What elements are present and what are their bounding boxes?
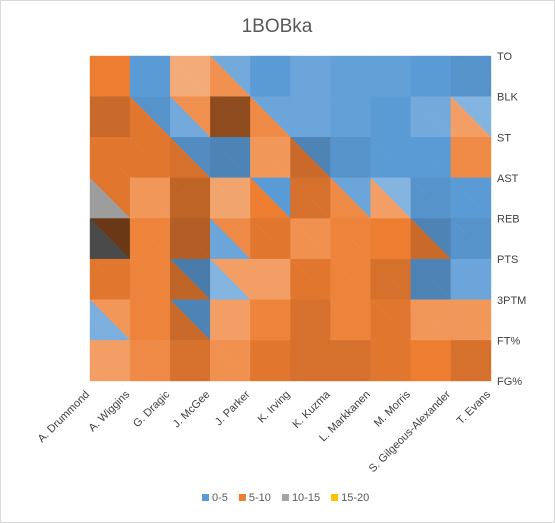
y-tick-label: PTS [497, 254, 518, 266]
surface-cell [450, 339, 492, 382]
surface-cell [250, 339, 291, 382]
legend-swatch [238, 494, 246, 501]
x-tick-label: K. Irving [256, 389, 293, 426]
x-tick-label: A. Drummond [36, 389, 92, 445]
surface-cell [89, 339, 131, 382]
plot-area [89, 55, 492, 382]
legend-label: 10-15 [292, 492, 320, 504]
x-tick-label: J. Parker [213, 388, 253, 428]
y-tick-label: ST [497, 132, 511, 144]
y-tick-label: REB [497, 214, 520, 226]
x-tick-label: K. Kuzma [291, 388, 334, 431]
legend-swatch [331, 494, 339, 501]
surface-cell [330, 339, 372, 382]
surface-cell [290, 339, 332, 382]
x-tick-label: J. McGee [171, 389, 213, 431]
x-tick-label: G. Dragic [131, 388, 173, 430]
surface-cell [169, 339, 211, 382]
chart-title: 1BOBka [242, 16, 313, 37]
x-tick-label: T. Evans [455, 388, 494, 427]
y-tick-label: BLK [497, 92, 518, 104]
y-tick-label: FT% [497, 335, 520, 347]
y-tick-label: FG% [497, 376, 522, 388]
y-tick-label: TO [497, 51, 513, 63]
x-tick-label: A. Wiggins [87, 388, 133, 434]
legend-label: 5-10 [249, 492, 271, 504]
legend: 0-5 5-10 10-15 15-20 [202, 492, 369, 504]
surface-cell [410, 339, 452, 382]
surface-cell [129, 339, 171, 382]
x-tick-label: M. Morris [372, 388, 413, 429]
y-tick-label: 3PTM [497, 295, 526, 307]
legend-label: 15-20 [341, 492, 369, 504]
y-axis: TO BLK ST AST REB PTS 3PTM FT% FG% [497, 51, 526, 388]
y-tick-label: AST [497, 173, 519, 185]
legend-swatch [202, 494, 209, 501]
x-tick-label: S. Gilgeous-Alexander [367, 388, 454, 475]
surface-cell [210, 339, 251, 382]
legend-label: 0-5 [212, 492, 228, 504]
legend-swatch [281, 494, 289, 501]
surface-cell [370, 339, 412, 382]
